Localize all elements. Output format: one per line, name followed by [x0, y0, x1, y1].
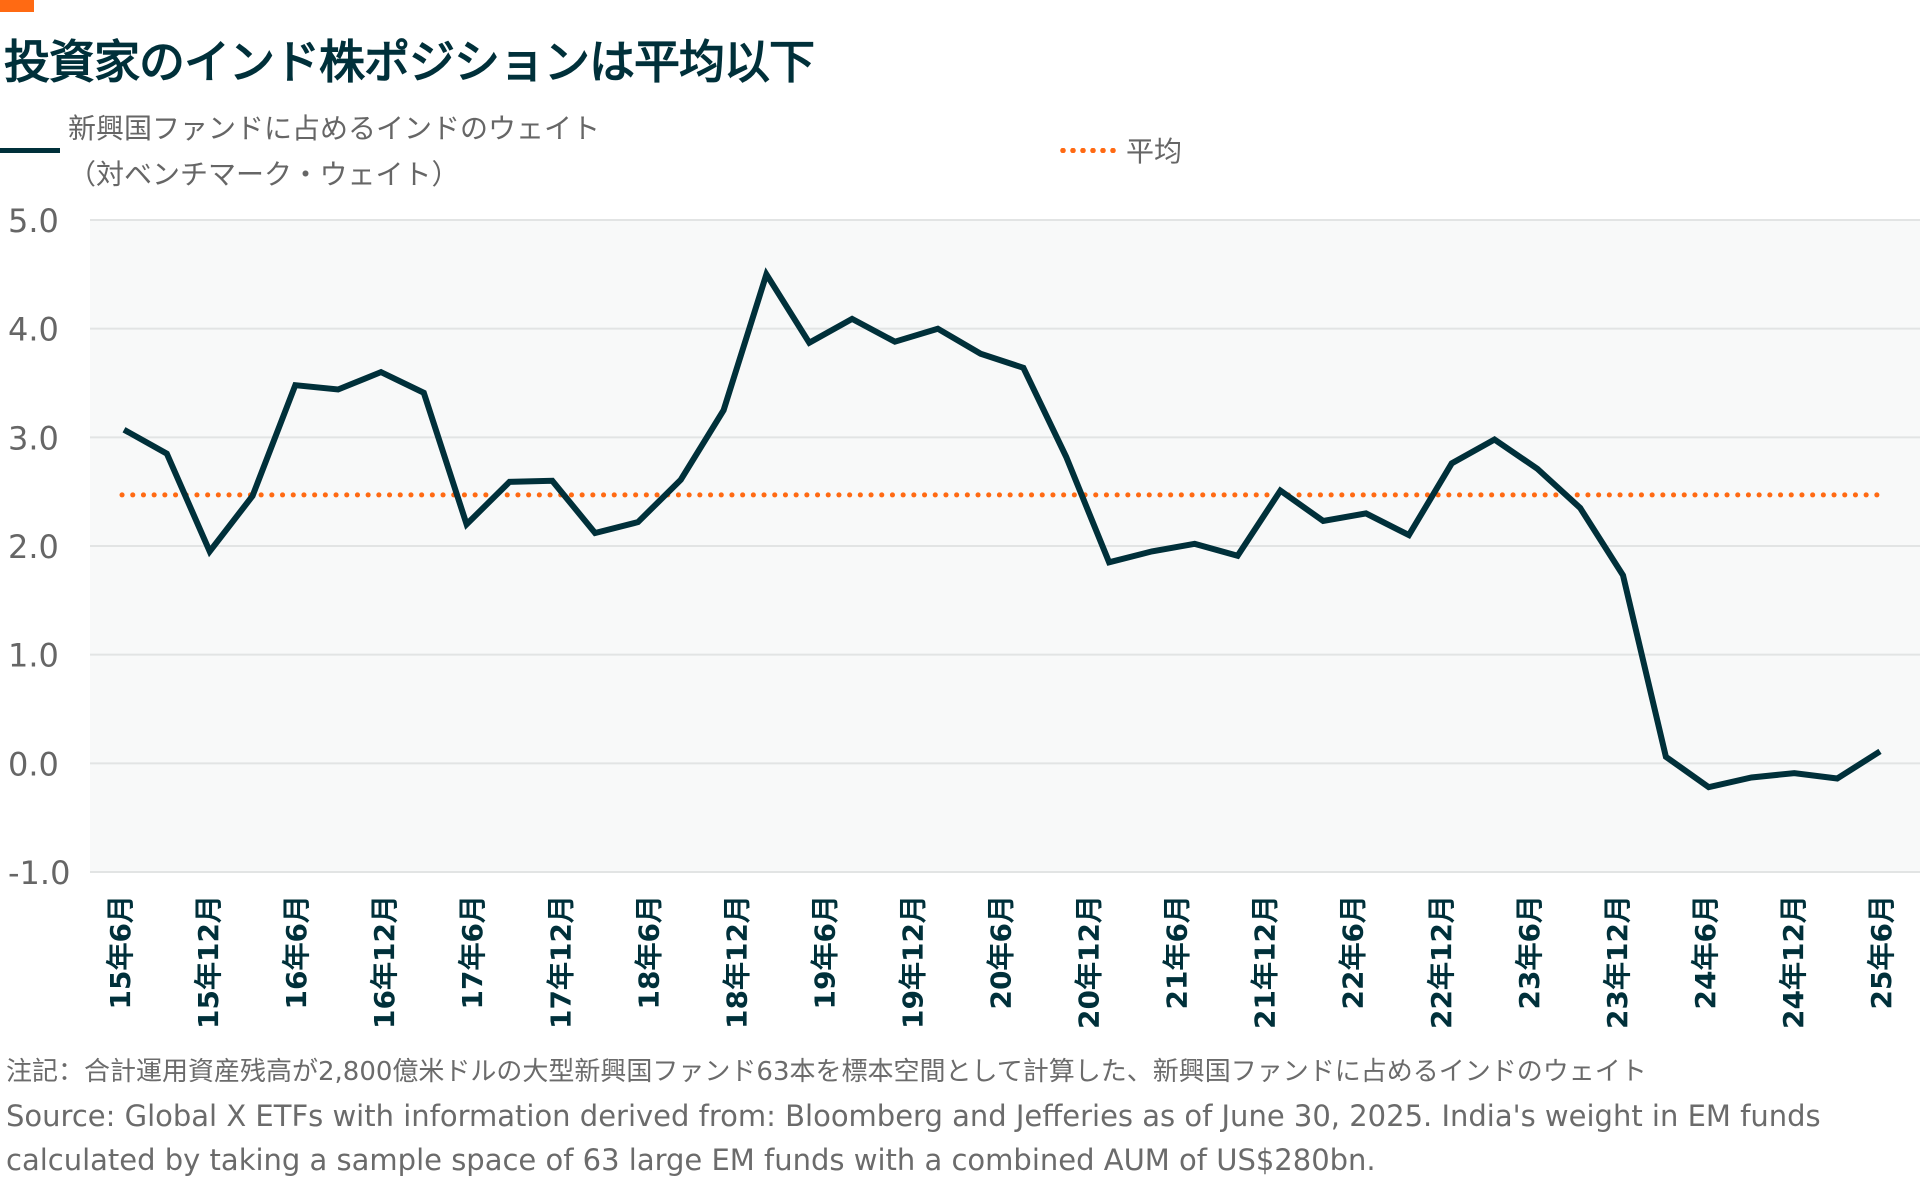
- x-tick-label: 16年6月: [280, 895, 313, 1009]
- x-tick-label: 19年12月: [896, 895, 929, 1029]
- y-tick-label: 0.0: [8, 745, 59, 783]
- legend-series-label-line1: 新興国ファンドに占めるインドのウェイト: [68, 112, 601, 145]
- x-tick-label: 24年12月: [1777, 895, 1810, 1029]
- legend-average-label: 平均: [1126, 135, 1183, 168]
- y-tick-label: 3.0: [8, 419, 59, 457]
- line-chart: 5.04.03.02.01.00.0-1.0 15年6月 15年12月 16年6月 1…: [8, 202, 1920, 1029]
- x-tick-label: 24年6月: [1689, 895, 1722, 1009]
- x-tick-label: 21年6月: [1161, 895, 1194, 1009]
- series-line: [122, 267, 1882, 791]
- x-tick-label: 15年6月: [104, 895, 137, 1009]
- x-tick-label: 23年12月: [1601, 895, 1634, 1029]
- x-tick-label: 17年6月: [456, 895, 489, 1009]
- footer-source: Source: Global X ETFs with information d…: [6, 1099, 1821, 1177]
- x-tick-label: 22年12月: [1425, 895, 1458, 1029]
- x-tick-label: 16年12月: [368, 895, 401, 1029]
- footer-note: 注記：合計運用資産残高が2,800億米ドルの大型新興国ファンド63本を標本空間と…: [6, 1057, 1647, 1087]
- y-tick-label: 1.0: [8, 637, 59, 675]
- x-axis-ticks: 15年6月 15年12月 16年6月 16年12月 17年6月 17年12月 18年6月 18…: [104, 895, 1898, 1029]
- legend-average-swatch: [1058, 148, 1118, 153]
- brand-accent-bar: [0, 0, 34, 12]
- x-tick-label: 22年6月: [1337, 895, 1370, 1009]
- y-tick-label: 4.0: [8, 311, 59, 349]
- x-tick-label: 18年6月: [632, 895, 665, 1009]
- x-tick-label: 15年12月: [192, 895, 225, 1029]
- y-axis-ticks: 5.0 4.0 3.0 2.0 1.0 0.0 -1.0: [8, 202, 70, 892]
- gridlines: [90, 219, 1920, 873]
- x-tick-label: 23年6月: [1513, 895, 1546, 1009]
- footer: 注記：合計運用資産残高が2,800億米ドルの大型新興国ファンド63本を標本空間と…: [6, 1050, 1916, 1182]
- x-tick-label: 25年6月: [1865, 895, 1898, 1009]
- y-tick-label: 5.0: [8, 202, 59, 240]
- x-tick-label: 19年6月: [808, 895, 841, 1009]
- x-tick-label: 20年12月: [1073, 895, 1106, 1029]
- chart-title: 投資家のインド株ポジションは平均以下: [4, 35, 815, 89]
- legend-series-swatch: [0, 148, 60, 153]
- x-tick-label: 20年6月: [985, 895, 1018, 1009]
- y-tick-label: -1.0: [8, 854, 70, 892]
- legend-series-label: 新興国ファンドに占めるインドのウェイト （対ベンチマーク・ウェイト）: [68, 106, 600, 198]
- x-tick-label: 17年12月: [544, 895, 577, 1029]
- legend: 新興国ファンドに占めるインドのウェイト （対ベンチマーク・ウェイト） 平均: [0, 104, 1920, 194]
- legend-series-label-line2: （対ベンチマーク・ウェイト）: [68, 158, 460, 191]
- x-tick-label: 21年12月: [1249, 895, 1282, 1029]
- x-tick-label: 18年12月: [720, 895, 753, 1029]
- y-tick-label: 2.0: [8, 528, 59, 566]
